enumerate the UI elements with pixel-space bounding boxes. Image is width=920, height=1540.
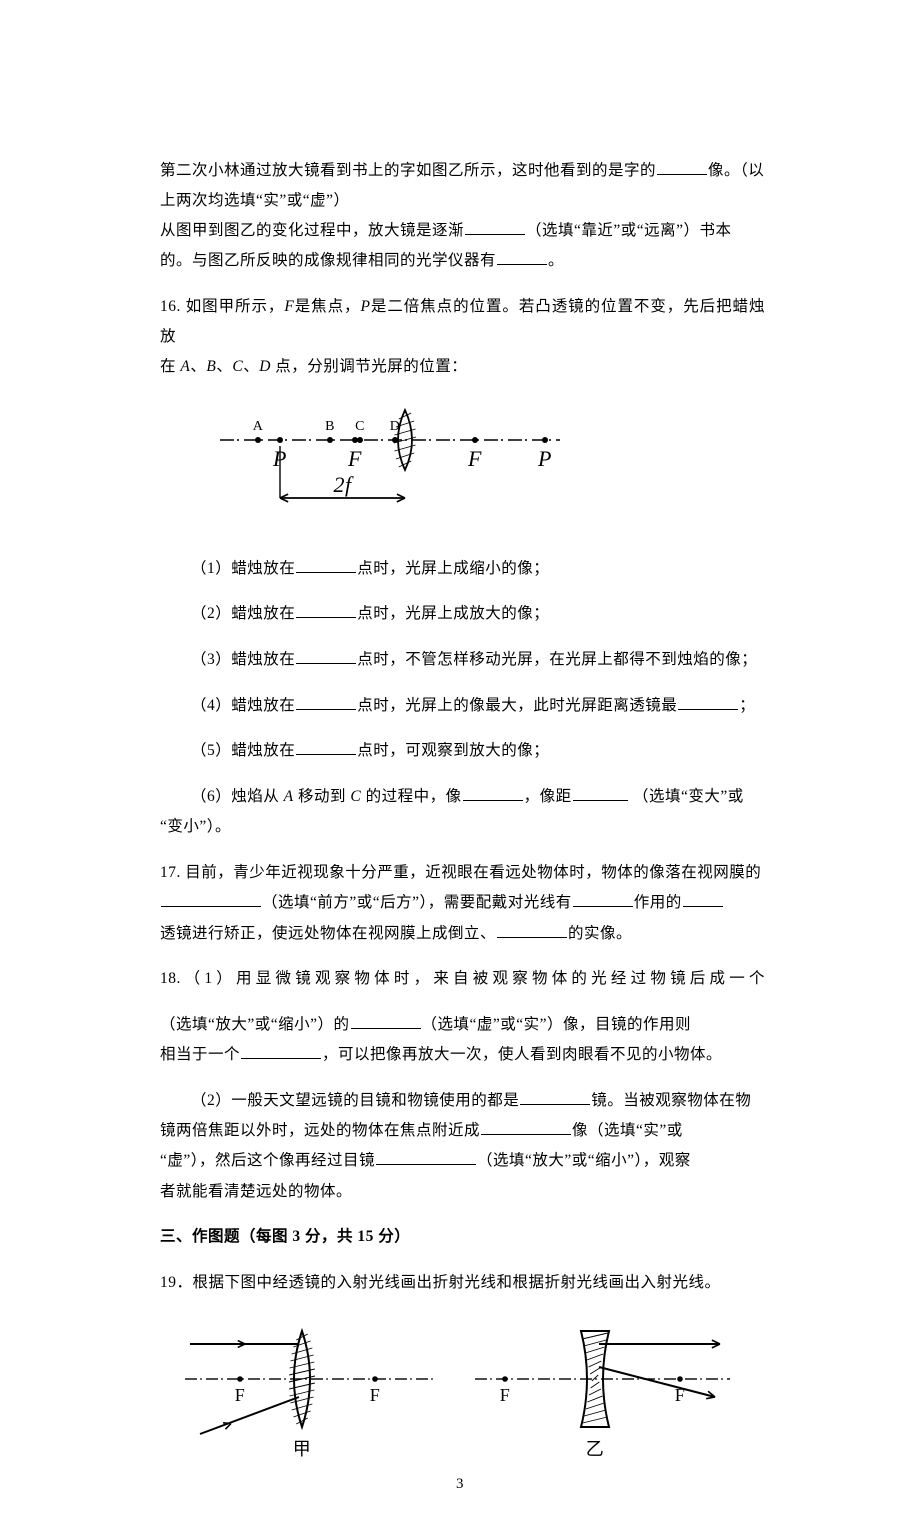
q18-p1-rest: （选填“放大”或“缩小”）的（选填“虚”或“实”）像，目镜的作用则 相当于一个，… — [160, 1010, 765, 1070]
var-D: D — [259, 358, 271, 375]
blank — [376, 1149, 476, 1166]
q15-l2: 上两次均选填“实”或“虚”） — [160, 192, 350, 209]
blank — [678, 693, 738, 710]
blank — [683, 891, 723, 908]
q17: 17. 目前，青少年近视现象十分严重，近视眼在看远处物体时，物体的像落在视网膜的… — [160, 858, 765, 949]
svg-text:乙: 乙 — [586, 1439, 605, 1459]
blank — [296, 602, 356, 619]
blank — [573, 785, 628, 802]
var-P: P — [361, 298, 371, 315]
blank — [481, 1119, 571, 1136]
q15-l4b: 。 — [548, 252, 564, 269]
svg-text:D: D — [390, 419, 401, 434]
svg-text:F: F — [467, 446, 482, 471]
exam-page: 第二次小林通过放大镜看到书上的字如图乙所示，这时他看到的是字的 像。（以 上两次均… — [0, 0, 920, 1540]
blank — [296, 647, 356, 664]
var-C: C — [232, 358, 243, 375]
svg-text:F: F — [235, 1385, 246, 1405]
svg-text:A: A — [253, 419, 264, 434]
var-A: A — [180, 358, 190, 375]
q15-l1b: 像。（以 — [708, 162, 764, 179]
svg-text:F: F — [347, 446, 362, 471]
q16-diagram: ABCDPFFP2f — [200, 398, 765, 538]
q18-p1-l1: 18.（1）用显微镜观察物体时，来自被观察物体的光经过物镜后成一个 — [160, 964, 765, 994]
var-F: F — [284, 298, 294, 315]
blank — [657, 158, 707, 175]
blank — [463, 785, 523, 802]
blank — [465, 218, 525, 235]
blank — [573, 891, 633, 908]
q16-sub2: （2）蜡烛放在点时，光屏上成放大的像； — [160, 599, 765, 629]
q16-i5: 点，分别调节光屏的位置： — [271, 358, 467, 375]
blank — [296, 556, 356, 573]
lens-diagram-svg: ABCDPFFP2f — [200, 398, 570, 538]
q16-sub4: （4）蜡烛放在点时，光屏上的像最大，此时光屏距离透镜最； — [160, 691, 765, 721]
svg-text:2f: 2f — [333, 472, 354, 497]
q16-i1: 16. 如图甲所示， — [160, 298, 284, 315]
blank — [520, 1088, 590, 1105]
q18-p2: （2）一般天文望远镜的目镜和物镜使用的都是镜。当被观察物体在物 镜两倍焦距以外时… — [160, 1086, 765, 1207]
svg-text:甲: 甲 — [293, 1439, 312, 1459]
q15-l3b: （选填“靠近”或“远离”）书本 — [526, 222, 732, 239]
svg-text:C: C — [355, 419, 365, 434]
q15-l3a: 从图甲到图乙的变化过程中，放大镜是逐渐 — [160, 222, 464, 239]
q16-sub1: （1）蜡烛放在点时，光屏上成缩小的像； — [160, 554, 765, 584]
q15-l4a: 的。与图乙所反映的成像规律相同的光学仪器有 — [160, 252, 496, 269]
svg-text:P: P — [537, 446, 552, 471]
blank — [161, 891, 261, 908]
svg-text:F: F — [500, 1385, 511, 1405]
q16-sub3: （3）蜡烛放在点时，不管怎样移动光屏，在光屏上都得不到烛焰的像； — [160, 645, 765, 675]
q16-sub5: （5）蜡烛放在点时，可观察到放大的像； — [160, 736, 765, 766]
q16-i2: 是焦点， — [294, 298, 360, 315]
q16-sub6: （6）烛焰从 A 移动到 C 的过程中，像，像距 （选填“变大”或 “变小”）。 — [160, 782, 765, 842]
section3-title: 三、作图题（每图 3 分，共 15 分） — [160, 1222, 765, 1252]
blank — [497, 249, 547, 266]
q15-l1a: 第二次小林通过放大镜看到书上的字如图乙所示，这时他看到的是字的 — [160, 162, 656, 179]
svg-text:F: F — [370, 1385, 381, 1405]
svg-text:B: B — [325, 419, 335, 434]
q16-intro: 16. 如图甲所示，F是焦点，P是二倍焦点的位置。若凸透镜的位置不变，先后把蜡烛… — [160, 292, 765, 383]
page-number: 3 — [456, 1470, 464, 1499]
q19-text: 19．根据下图中经透镜的入射光线画出折射光线和根据折射光线画出入射光线。 — [160, 1268, 765, 1298]
blank — [296, 693, 356, 710]
blank — [241, 1043, 321, 1060]
var-B: B — [206, 358, 216, 375]
blank — [497, 921, 567, 938]
blank — [296, 739, 356, 756]
q19-diagram: FF甲FF乙 — [175, 1314, 765, 1474]
lens-rays-svg: FF甲FF乙 — [175, 1314, 735, 1474]
q16-i4: 在 — [160, 358, 180, 375]
blank — [351, 1012, 421, 1029]
q15-text: 第二次小林通过放大镜看到书上的字如图乙所示，这时他看到的是字的 像。（以 上两次均… — [160, 156, 765, 277]
